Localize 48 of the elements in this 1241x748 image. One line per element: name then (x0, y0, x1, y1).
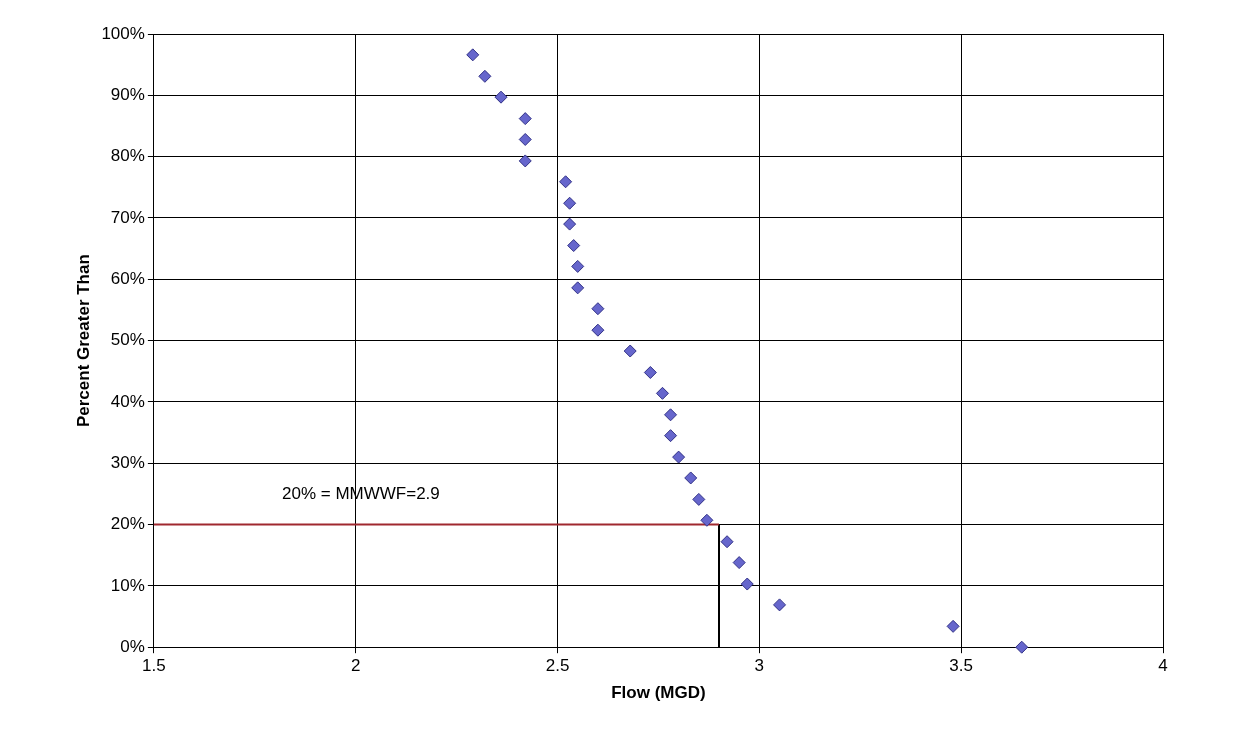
x-axis-title: Flow (MGD) (611, 683, 706, 703)
point (518, 132, 532, 146)
point (623, 344, 637, 358)
point (692, 492, 706, 506)
point (643, 365, 657, 379)
y-tick-label: 10% (110, 575, 145, 595)
point (732, 556, 746, 570)
y-tick-label: 20% (110, 514, 145, 534)
y-axis-title: Percent Greater Than (73, 254, 93, 428)
point (559, 175, 573, 189)
point (571, 259, 585, 273)
point (591, 323, 605, 337)
point (518, 154, 532, 168)
point (664, 408, 678, 422)
point (700, 513, 714, 527)
point (567, 239, 581, 253)
point (563, 217, 577, 231)
point (946, 619, 960, 633)
y-tick-label: 90% (110, 85, 145, 105)
point (672, 450, 686, 464)
x-tick-label: 3 (754, 656, 765, 676)
point (773, 598, 787, 612)
point (1015, 640, 1029, 654)
point (571, 281, 585, 295)
point (494, 90, 508, 104)
y-tick-label: 100% (101, 23, 145, 43)
point (518, 112, 532, 126)
point (466, 48, 480, 62)
y-tick-label: 80% (110, 146, 145, 166)
x-tick-label: 3.5 (949, 656, 973, 676)
point (591, 302, 605, 316)
y-tick-label: 40% (110, 391, 145, 411)
y-tick-label: 30% (110, 452, 145, 472)
point (720, 535, 734, 549)
x-tick-label: 1.5 (142, 656, 166, 676)
y-tick-label: 50% (110, 330, 145, 350)
y-tick-label: 60% (110, 268, 145, 288)
point (655, 386, 669, 400)
point (684, 471, 698, 485)
x-tick-label: 2 (350, 656, 361, 676)
point (664, 429, 678, 443)
x-tick-label: 4 (1158, 656, 1168, 676)
point (740, 577, 754, 591)
y-tick-label: 0% (120, 636, 145, 656)
y-tick-label: 70% (110, 207, 145, 227)
x-tick-label: 2.5 (545, 656, 570, 676)
point (563, 196, 577, 210)
point (478, 69, 492, 83)
